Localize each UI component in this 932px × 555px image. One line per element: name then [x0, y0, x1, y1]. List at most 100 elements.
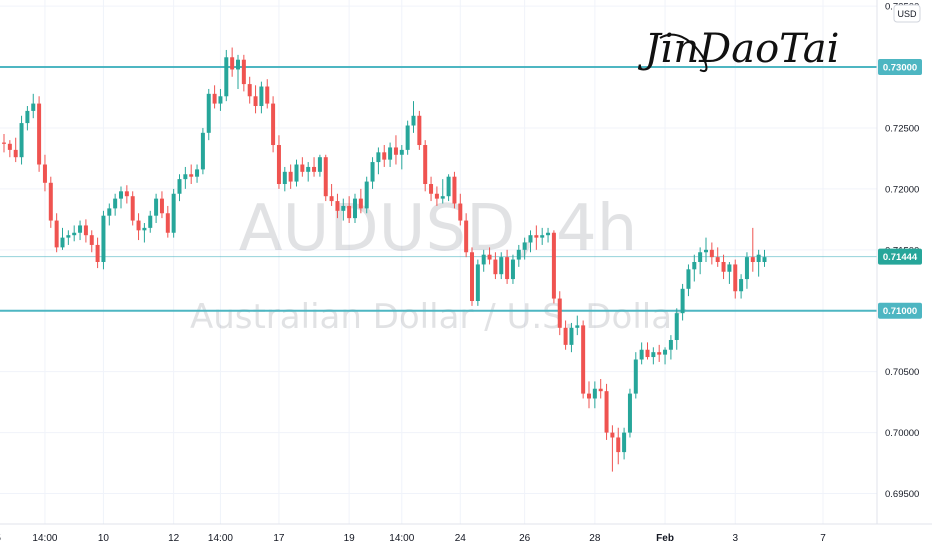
candle-body [604, 391, 609, 433]
candle-body [598, 388, 603, 392]
candle-body [312, 166, 317, 172]
candle-body [218, 96, 223, 104]
x-tick-label: 3 [732, 533, 738, 544]
candle-body [464, 220, 469, 253]
candle-body [195, 169, 200, 177]
candle-body [475, 264, 480, 301]
candle-body [48, 182, 53, 221]
candle-body [563, 327, 568, 345]
candle-body [610, 432, 615, 438]
candle-body [657, 352, 662, 355]
candle-body [627, 393, 632, 433]
candle-body [25, 110, 30, 124]
price-level-tag [878, 302, 922, 319]
candle-body [212, 93, 217, 104]
y-tick-label: 0.70500 [885, 367, 919, 378]
candle-body [499, 257, 504, 275]
candle-body [347, 205, 352, 219]
price-level-tag-label: 0.73000 [883, 63, 917, 74]
signature-text: JinDaoTai [638, 26, 840, 72]
candle-body [159, 198, 164, 214]
candle-body [622, 432, 627, 453]
price-tags: 0.73000 0.71000 0.71444 [878, 59, 922, 319]
x-tick-label: 26 [519, 533, 531, 544]
x-tick-label: 5 [0, 533, 1, 544]
candle-body [411, 115, 416, 126]
candle-body [592, 388, 597, 399]
candle-body [382, 152, 387, 160]
candle-body [458, 203, 463, 221]
candle-body [557, 298, 562, 328]
candle-body [113, 198, 118, 209]
candle-body [189, 174, 194, 177]
candle-body [154, 198, 159, 216]
candle-body [417, 115, 422, 146]
candle-body [481, 254, 486, 265]
candle-body [247, 84, 252, 97]
candle-body [236, 59, 240, 70]
candle-body [493, 259, 498, 275]
candle-body [83, 225, 88, 236]
candle-body [42, 164, 47, 183]
candle-body [505, 257, 510, 280]
candle-body [31, 103, 36, 111]
candles [2, 47, 767, 472]
x-tick-label: 7 [820, 533, 826, 544]
candle-body [107, 208, 112, 216]
x-axis[interactable]: 5 14:00 10 12 14:00 17 19 14:00 24 26 28 Feb 3 7 [0, 533, 826, 544]
candle-body [727, 264, 732, 272]
watermark-symbol: AUDUSD, 4h [239, 192, 638, 266]
candle-body [259, 86, 264, 107]
watermark: AUDUSD, 4h Australian Dollar / U.S. Doll… [190, 192, 686, 337]
candle-body [423, 145, 428, 185]
candle-body [241, 59, 246, 85]
candle-body [271, 103, 276, 146]
price-level-tag-label: 0.71000 [883, 306, 917, 317]
candle-body [37, 103, 42, 165]
candle-body [651, 352, 656, 358]
signature-flourish [659, 33, 708, 73]
candle-body [370, 162, 375, 182]
candle-body [762, 257, 767, 262]
candle-body [124, 191, 129, 197]
candle-body [2, 142, 6, 144]
candle-body [282, 171, 287, 185]
candle-body [177, 179, 182, 194]
candle-body [206, 93, 211, 133]
candle-body [89, 235, 94, 245]
y-tick-label: 0.72500 [885, 123, 919, 134]
candle-body [704, 249, 708, 253]
y-tick-label: 0.69500 [885, 489, 919, 500]
currency-badge[interactable]: USD [893, 4, 921, 23]
candle-body [721, 262, 726, 272]
horizontal-levels[interactable] [0, 66, 877, 312]
watermark-name: Australian Dollar / U.S. Dollar [190, 297, 686, 337]
candle-body [616, 437, 621, 453]
x-tick-label: 14:00 [32, 533, 57, 544]
candle-body [265, 86, 270, 104]
candle-body [393, 147, 398, 155]
x-tick-label: 28 [589, 533, 601, 544]
candle-body [376, 152, 381, 163]
currency-badge-box[interactable] [893, 4, 921, 23]
candle-body [674, 313, 679, 340]
candle-body [101, 215, 106, 262]
candle-body [54, 220, 59, 248]
candle-body [587, 393, 591, 399]
currency-badge-label: USD [897, 9, 917, 19]
last-price-tag-label: 0.71444 [883, 252, 918, 263]
candle-body [294, 164, 299, 182]
candle-body [487, 254, 492, 260]
candle-body [709, 249, 714, 258]
candle-body [551, 232, 556, 299]
candle-body [306, 166, 311, 172]
candle-body [750, 257, 755, 262]
grid [0, 0, 877, 524]
candle-body [66, 235, 71, 238]
x-tick-label: 10 [98, 533, 110, 544]
candle-body [95, 244, 100, 262]
candle-body [329, 196, 334, 202]
signature: JinDaoTai [638, 26, 840, 73]
